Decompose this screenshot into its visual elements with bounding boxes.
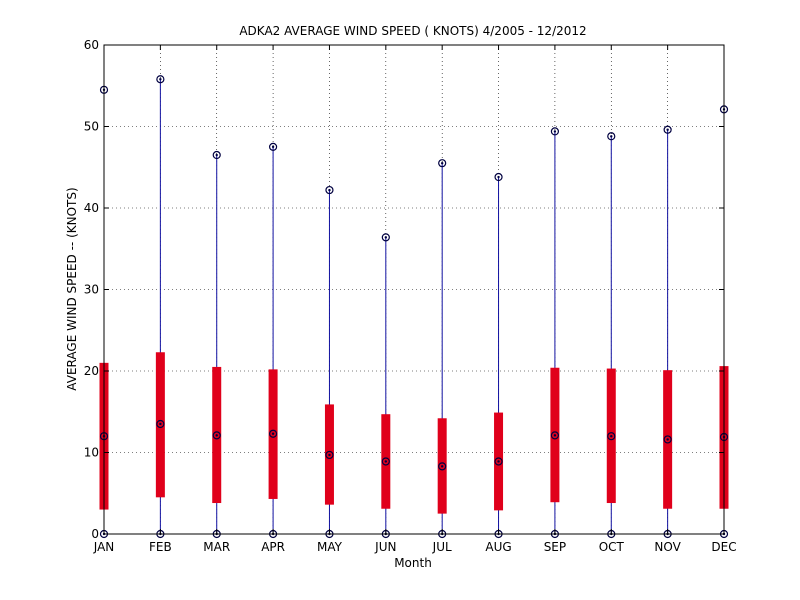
- x-tick-label: DEC: [711, 540, 736, 554]
- max-marker-mar: [212, 150, 221, 160]
- max-dot-mar: [215, 153, 218, 157]
- max-dot-nov: [666, 128, 669, 131]
- max-marker-may: [325, 185, 334, 195]
- chart-title: ADKA2 AVERAGE WIND SPEED ( KNOTS) 4/2005…: [239, 24, 586, 38]
- median-dot-may: [328, 453, 331, 457]
- median-marker-may: [325, 450, 334, 460]
- y-ticks: 0 10 20 30 40 50 60: [84, 38, 724, 541]
- y-axis-label: AVERAGE WIND SPEED -- (KNOTS): [65, 187, 79, 390]
- median-marker-nov: [663, 435, 672, 444]
- x-tick-label: JAN: [93, 540, 115, 554]
- max-dot-jun: [384, 236, 388, 239]
- median-dot-apr: [271, 432, 275, 435]
- x-tick-label: SEP: [544, 540, 566, 554]
- x-tick-label: JUN: [374, 540, 396, 554]
- median-marker-jul: [438, 462, 447, 471]
- max-marker-apr: [268, 142, 278, 151]
- median-marker-oct: [607, 432, 616, 441]
- max-marker-jun: [381, 233, 390, 242]
- y-tick-label: 30: [84, 283, 99, 297]
- y-tick-label: 40: [84, 201, 99, 215]
- max-dot-may: [328, 188, 331, 192]
- max-dot-apr: [271, 145, 275, 149]
- max-dot-sep: [553, 130, 557, 133]
- plot-area: [99, 75, 729, 539]
- y-tick-label: 0: [91, 527, 99, 541]
- max-dot-oct: [610, 135, 613, 138]
- max-marker-jul: [438, 159, 447, 168]
- median-marker-apr: [268, 429, 278, 438]
- x-tick-label: NOV: [654, 540, 681, 554]
- max-marker-aug: [494, 172, 503, 182]
- median-dot-nov: [666, 438, 669, 441]
- y-tick-label: 10: [84, 446, 99, 460]
- median-dot-sep: [553, 434, 557, 437]
- median-dot-oct: [610, 435, 613, 438]
- median-marker-sep: [550, 431, 560, 440]
- median-marker-feb: [156, 419, 165, 429]
- max-dot-aug: [497, 175, 500, 179]
- y-tick-label: 60: [84, 38, 99, 52]
- median-dot-jul: [440, 465, 444, 468]
- x-ticks: JAN FEB MAR APR MAY JUN JUL AUG SEP OCT NOV DEC: [93, 45, 737, 554]
- max-marker-sep: [550, 127, 560, 136]
- y-tick-label: 20: [84, 364, 99, 378]
- median-marker-jun: [381, 457, 390, 466]
- grid: [104, 45, 724, 534]
- x-axis-label: Month: [394, 556, 432, 570]
- median-dot-feb: [159, 422, 162, 426]
- median-dot-mar: [215, 434, 218, 437]
- max-dot-feb: [159, 78, 162, 81]
- x-tick-label: MAY: [317, 540, 343, 554]
- x-tick-label: OCT: [599, 540, 625, 554]
- x-tick-label: FEB: [149, 540, 172, 554]
- median-marker-mar: [212, 431, 221, 440]
- max-dot-jul: [440, 161, 444, 165]
- max-marker-oct: [607, 132, 616, 141]
- median-marker-aug: [494, 457, 503, 466]
- median-dot-jun: [384, 460, 388, 463]
- median-dot-aug: [497, 460, 500, 463]
- max-marker-feb: [156, 75, 165, 84]
- y-tick-label: 50: [84, 120, 99, 134]
- x-tick-label: AUG: [485, 540, 511, 554]
- x-tick-label: JUL: [432, 540, 452, 554]
- x-tick-label: APR: [261, 540, 285, 554]
- x-tick-label: MAR: [203, 540, 230, 554]
- max-marker-nov: [663, 125, 672, 134]
